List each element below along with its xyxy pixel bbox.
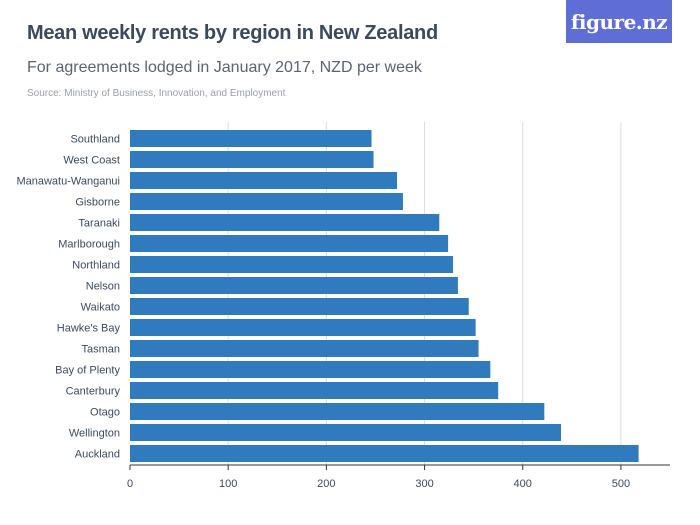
bar xyxy=(130,298,469,315)
figure-nz-logo[interactable]: figure.nz xyxy=(566,0,672,43)
bar xyxy=(130,361,491,378)
bar xyxy=(130,214,440,231)
bar xyxy=(130,256,454,273)
category-label: Bay of Plenty xyxy=(55,365,120,377)
category-label: Nelson xyxy=(86,281,120,293)
bar xyxy=(130,235,449,252)
category-label: Canterbury xyxy=(66,386,121,398)
bar xyxy=(130,403,545,420)
x-axis: 0 100 200 300 400 500 xyxy=(127,464,670,490)
x-tick-label: 200 xyxy=(317,478,335,490)
category-label: Northland xyxy=(72,260,120,272)
bars xyxy=(130,130,639,462)
category-labels: Southland West Coast Manawatu-Wanganui Gisb… xyxy=(16,134,120,461)
bar xyxy=(130,277,458,294)
bar xyxy=(130,340,479,357)
bar xyxy=(130,319,476,336)
bar xyxy=(130,193,403,210)
bar xyxy=(130,172,398,189)
x-tick-label: 100 xyxy=(219,478,237,490)
category-label: Gisborne xyxy=(75,197,120,209)
chart-title: Mean weekly rents by region in New Zeala… xyxy=(27,22,438,44)
category-label: Tasman xyxy=(81,344,120,356)
category-label: Manawatu-Wanganui xyxy=(16,176,120,188)
category-label: Waikato xyxy=(81,302,120,314)
x-tick-label: 300 xyxy=(415,478,433,490)
chart-source: Source: Ministry of Business, Innovation… xyxy=(27,88,286,99)
bar xyxy=(130,424,562,441)
bar xyxy=(130,130,372,147)
category-label: Wellington xyxy=(69,428,120,440)
category-label: West Coast xyxy=(63,155,120,167)
bar xyxy=(130,445,639,462)
x-tick-label: 400 xyxy=(514,478,532,490)
category-label: Southland xyxy=(70,134,120,146)
bar xyxy=(130,382,499,399)
x-tick-label: 0 xyxy=(127,478,133,490)
chart-subtitle: For agreements lodged in January 2017, N… xyxy=(27,59,422,76)
x-tick-label: 500 xyxy=(612,478,630,490)
category-label: Auckland xyxy=(75,449,120,461)
bar xyxy=(130,151,374,168)
category-label: Marlborough xyxy=(58,239,120,251)
category-label: Taranaki xyxy=(78,218,120,230)
category-label: Otago xyxy=(90,407,120,419)
category-label: Hawke's Bay xyxy=(57,323,121,335)
